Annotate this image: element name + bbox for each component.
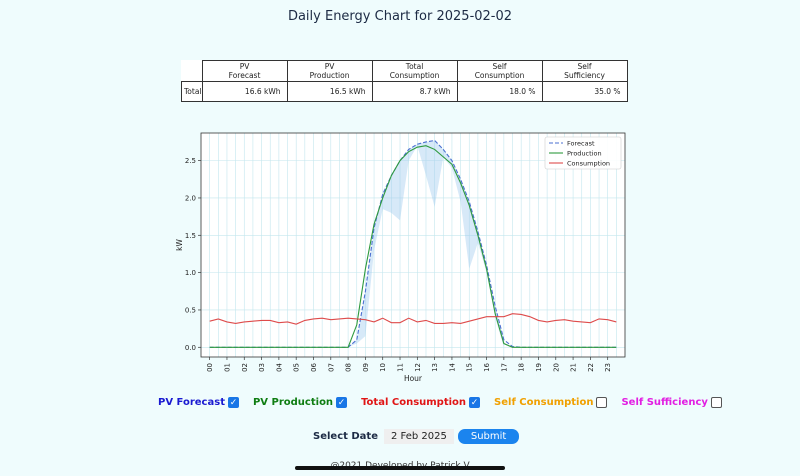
summary-table: PV Forecast PV Production Total Consumption… <box>181 60 628 102</box>
toggle-self-consumption[interactable]: Self Consumption <box>494 397 608 408</box>
x-tick-label: 07 <box>327 363 335 372</box>
x-tick-label: 23 <box>604 363 612 372</box>
legend-production-label: Production <box>567 150 602 158</box>
date-selector: Select Date 2 Feb 2025 Submit <box>313 429 520 444</box>
summary-self-sufficiency-value: 35.0 % <box>541 81 628 102</box>
x-tick-label: 06 <box>310 362 318 371</box>
x-tick-label: 08 <box>345 363 353 372</box>
x-tick-label: 14 <box>448 362 456 371</box>
date-label: Select Date <box>313 431 378 442</box>
toggle-pv-production-checkbox[interactable]: ✓ <box>336 397 348 408</box>
x-tick-label: 20 <box>552 363 560 372</box>
y-tick-label: 1.5 <box>185 232 196 240</box>
toggle-self-consumption-label: Self Consumption <box>494 397 594 408</box>
summary-header-pv-forecast: PV Forecast <box>201 60 288 82</box>
x-tick-label: 05 <box>293 363 301 372</box>
summary-row-label: Total <box>181 81 203 102</box>
legend-consumption-label: Consumption <box>567 160 610 168</box>
energy-chart-svg: 0.0 0.5 1.0 1.5 2.0 2.5 00 01 02 03 04 05 06 07 08 09 10… <box>175 132 626 383</box>
toggle-self-sufficiency-checkbox[interactable] <box>710 397 722 408</box>
x-tick-label: 18 <box>518 363 526 372</box>
series-toggles: PV Forecast ✓ PV Production ✓ Total Cons… <box>158 397 736 408</box>
x-tick-label: 13 <box>431 363 439 372</box>
x-axis-label: Hour <box>404 374 423 383</box>
summary-pv-production-value: 16.5 kWh <box>286 81 373 102</box>
toggle-pv-production[interactable]: PV Production ✓ <box>252 397 348 408</box>
summary-self-consumption-value: 18.0 % <box>456 81 543 102</box>
toggle-self-consumption-checkbox[interactable] <box>596 397 608 408</box>
y-tick-label: 0.5 <box>185 306 196 314</box>
x-tick-label: 09 <box>362 363 370 372</box>
toggle-pv-forecast-checkbox[interactable]: ✓ <box>227 397 239 408</box>
submit-button[interactable]: Submit <box>457 429 520 444</box>
y-tick-label: 2.0 <box>185 194 196 202</box>
x-tick-label: 01 <box>223 363 231 372</box>
x-tick-label: 15 <box>466 363 474 372</box>
series-line-production <box>209 145 617 348</box>
toggle-total-consumption-checkbox[interactable]: ✓ <box>469 397 481 408</box>
summary-total-consumption-value: 8.7 kWh <box>371 81 458 102</box>
summary-total-row: Total 16.6 kWh 16.5 kWh 8.7 kWh 18.0 % 3… <box>181 81 628 102</box>
toggle-pv-production-label: PV Production <box>252 397 334 408</box>
summary-header-self-sufficiency: Self Sufficiency <box>541 60 628 82</box>
summary-header-blank <box>181 60 203 82</box>
summary-header-row: PV Forecast PV Production Total Consumption… <box>181 60 628 82</box>
x-tick-label: 04 <box>275 362 283 371</box>
date-input[interactable]: 2 Feb 2025 <box>384 429 454 444</box>
y-tick-label: 2.5 <box>185 157 196 165</box>
summary-header-total-consumption: Total Consumption <box>371 60 458 82</box>
toggle-pv-forecast[interactable]: PV Forecast ✓ <box>158 397 239 408</box>
summary-header-pv-production: PV Production <box>286 60 373 82</box>
home-indicator[interactable] <box>295 466 505 470</box>
energy-chart: 0.0 0.5 1.0 1.5 2.0 2.5 00 01 02 03 04 05 06 07 08 09 10… <box>165 129 635 384</box>
x-tick-label: 19 <box>535 363 543 372</box>
x-tick-label: 10 <box>379 363 387 372</box>
x-tick-label: 12 <box>414 363 422 372</box>
toggle-total-consumption[interactable]: Total Consumption ✓ <box>361 397 481 408</box>
y-tick-label: 0.0 <box>185 344 196 352</box>
page-title: Daily Energy Chart for 2025-02-02 <box>287 9 513 24</box>
toggle-self-sufficiency[interactable]: Self Sufficiency <box>621 397 722 408</box>
x-tick-label: 03 <box>258 363 266 372</box>
x-tick-label: 02 <box>241 363 249 372</box>
plot-frame <box>200 132 626 358</box>
series-line-consumption <box>209 313 617 325</box>
legend-box <box>544 136 622 170</box>
x-tick-label: 21 <box>570 363 578 372</box>
legend-forecast-label: Forecast <box>567 140 595 148</box>
summary-header-self-consumption: Self Consumption <box>456 60 543 82</box>
x-tick-label: 22 <box>587 363 595 372</box>
summary-pv-forecast-value: 16.6 kWh <box>201 81 288 102</box>
y-axis-label: kW <box>175 239 184 251</box>
toggle-self-sufficiency-label: Self Sufficiency <box>621 397 708 408</box>
x-tick-label: 16 <box>483 362 491 371</box>
forecast-band <box>348 140 504 348</box>
y-tick-label: 1.0 <box>185 269 196 277</box>
x-tick-label: 11 <box>397 363 405 372</box>
x-tick-label: 17 <box>500 363 508 372</box>
toggle-total-consumption-label: Total Consumption <box>361 397 467 408</box>
toggle-pv-forecast-label: PV Forecast <box>158 397 225 408</box>
x-tick-label: 00 <box>206 363 214 372</box>
